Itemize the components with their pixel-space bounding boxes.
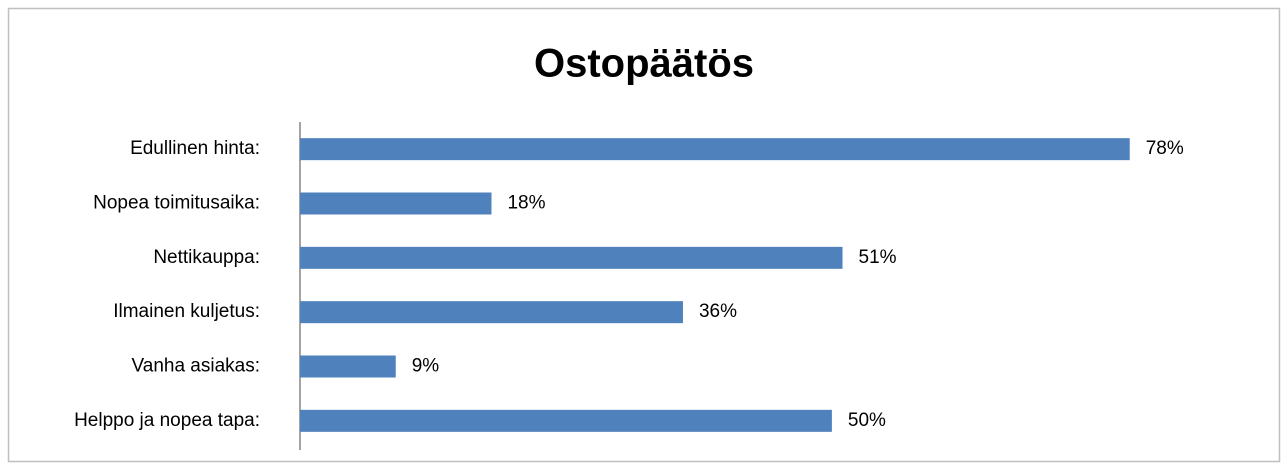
data-label: 18% [507,193,545,214]
bar [300,138,1130,161]
data-label: 51% [859,247,897,268]
y-tick-label: Nopea toimitusaika: [93,193,260,214]
bar [300,246,843,269]
data-label: 36% [699,301,737,322]
chart-title: Ostopäätös [534,42,754,86]
bar [300,192,492,215]
bar [300,355,396,378]
y-tick-label: Edullinen hinta: [130,138,260,159]
y-tick-label: Nettikauppa: [153,247,260,268]
bar [300,301,683,324]
chart-border [7,7,1281,463]
bar [300,409,832,432]
y-tick-label: Ilmainen kuljetus: [113,301,260,322]
data-label: 50% [848,410,886,431]
y-tick-label: Vanha asiakas: [131,356,260,377]
data-label: 9% [412,356,440,377]
data-label: 78% [1146,138,1184,159]
y-tick-label: Helppo ja nopea tapa: [74,410,260,431]
